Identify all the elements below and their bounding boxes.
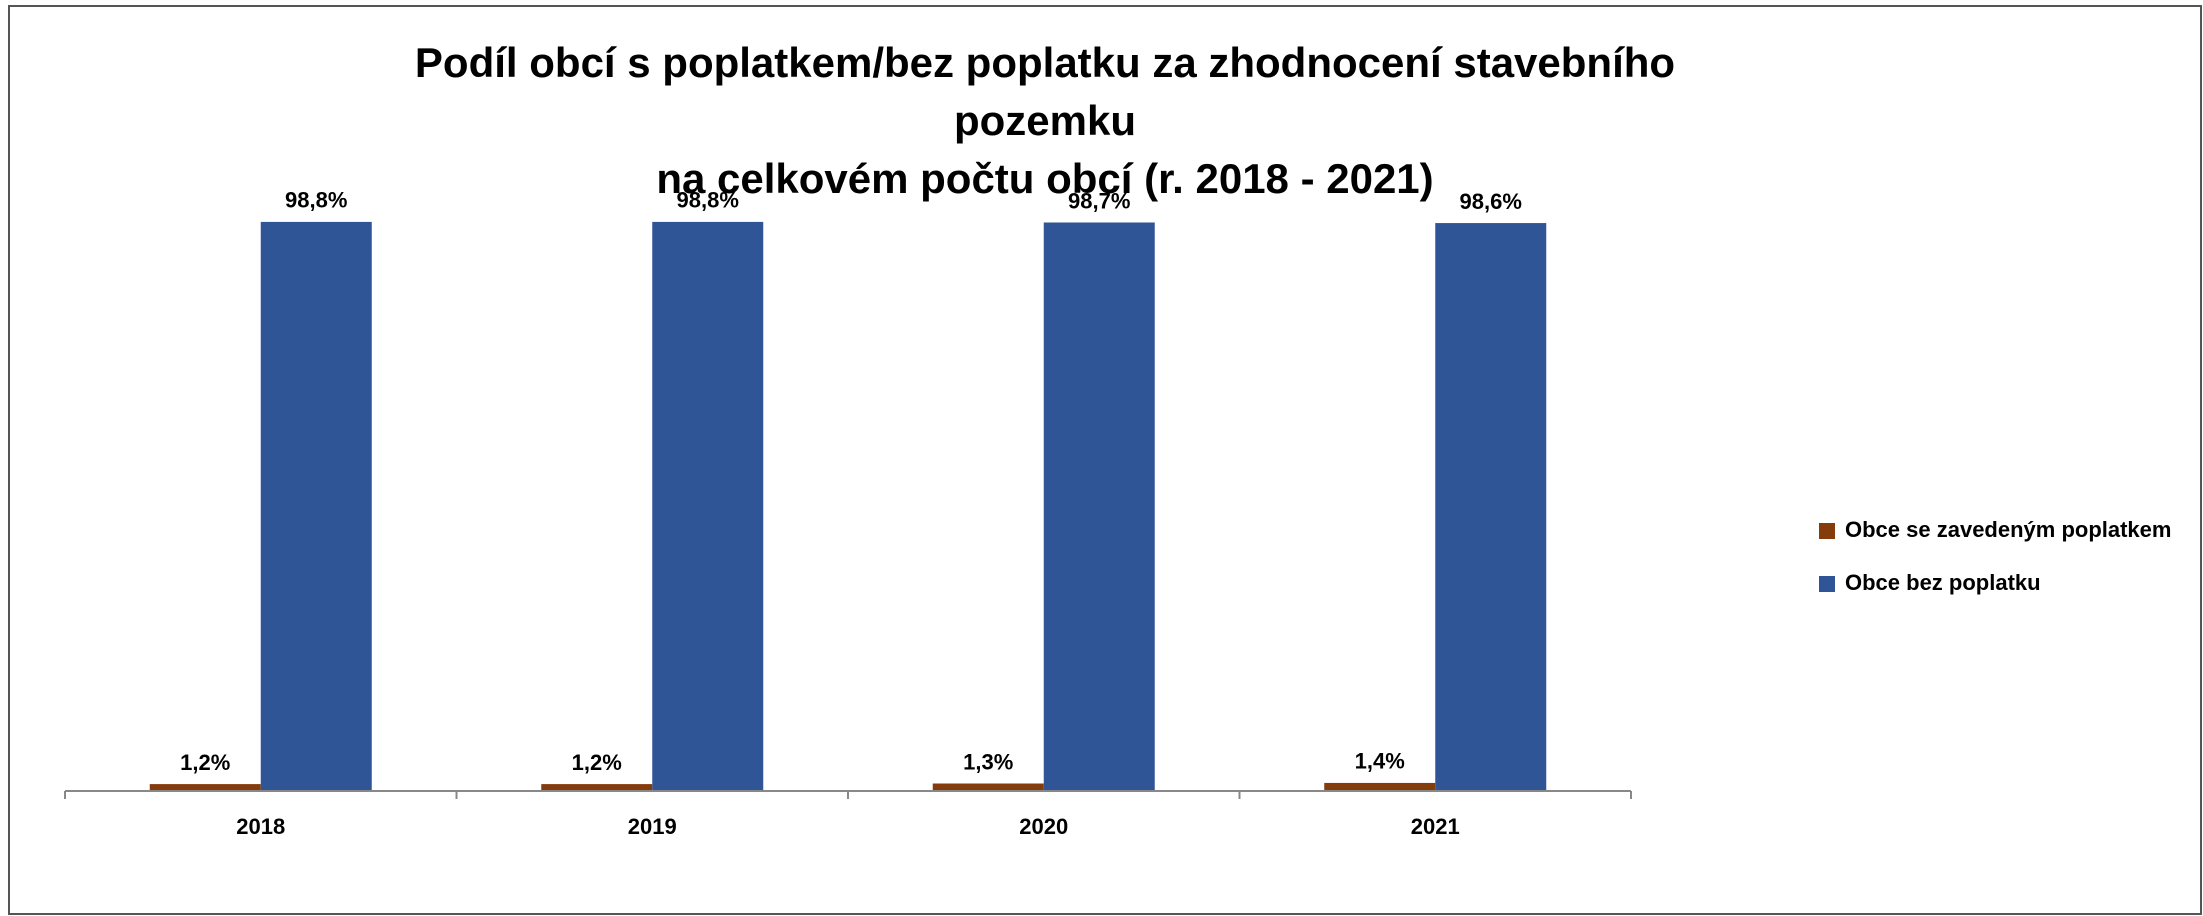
- data-label: 98,8%: [285, 188, 347, 213]
- data-label: 98,7%: [1068, 188, 1130, 213]
- chart-title: Podíl obcí s poplatkem/bez poplatku za z…: [415, 39, 1675, 86]
- bar: [541, 784, 653, 791]
- chart-title: na celkovém počtu obcí (r. 2018 - 2021): [656, 155, 1433, 202]
- data-label: 98,8%: [677, 188, 739, 213]
- x-tick-label: 2018: [236, 814, 285, 839]
- bar: [932, 783, 1044, 791]
- data-label: 1,2%: [180, 750, 230, 775]
- bar: [1324, 782, 1436, 791]
- bar: [260, 221, 372, 792]
- legend-swatch: [1819, 576, 1835, 592]
- bar: [652, 221, 764, 792]
- x-tick-label: 2021: [1411, 814, 1460, 839]
- data-label: 1,4%: [1355, 749, 1405, 774]
- bar: [1435, 223, 1547, 792]
- legend-swatch: [1819, 523, 1835, 539]
- bar: [1043, 222, 1155, 791]
- chart-title: pozemku: [954, 97, 1136, 144]
- data-label: 1,3%: [963, 749, 1013, 774]
- data-label: 98,6%: [1460, 189, 1522, 214]
- x-tick-label: 2020: [1019, 814, 1068, 839]
- x-tick-label: 2019: [628, 814, 677, 839]
- legend-label: Obce bez poplatku: [1845, 570, 2041, 595]
- data-label: 1,2%: [572, 750, 622, 775]
- legend-label: Obce se zavedeným poplatkem: [1845, 517, 2171, 542]
- bar: [149, 784, 261, 791]
